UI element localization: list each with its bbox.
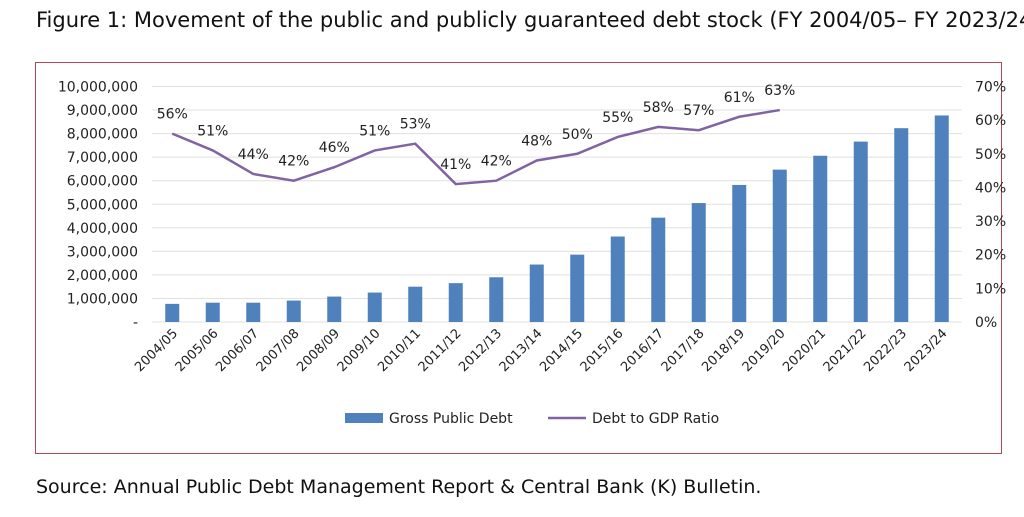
x-tick-label: 2012/13 (456, 326, 505, 375)
bar (205, 302, 220, 322)
bar (570, 254, 585, 322)
bar (529, 264, 544, 322)
ratio-line (171, 108, 780, 186)
data-label: 63% (764, 83, 795, 99)
bar (367, 292, 382, 322)
left-tick-label: 2,000,000 (67, 268, 138, 284)
bar (165, 303, 180, 322)
legend-label: Gross Public Debt (389, 411, 513, 427)
data-label: 61% (724, 90, 755, 106)
bar (934, 115, 949, 323)
bar (286, 300, 301, 322)
x-tick-label: 2011/12 (416, 326, 465, 375)
bar (853, 141, 868, 322)
bar (610, 236, 625, 322)
right-tick-label: 20% (975, 248, 1006, 264)
x-tick-label: 2006/07 (213, 326, 262, 375)
legend-bar-swatch (345, 413, 383, 423)
x-tick-label: 2015/16 (578, 326, 627, 375)
bar (489, 277, 504, 322)
right-tick-label: 30% (975, 214, 1006, 230)
x-tick-label: 2007/08 (254, 326, 303, 375)
x-tick-label: 2019/20 (740, 326, 789, 375)
data-label: 56% (157, 107, 188, 123)
data-label: 51% (197, 123, 228, 139)
x-tick-label: 2023/24 (902, 326, 951, 375)
right-tick-label: 60% (975, 113, 1006, 129)
bar (246, 302, 261, 322)
data-label: 58% (643, 100, 674, 116)
left-tick-label: 8,000,000 (67, 127, 138, 143)
bar (448, 283, 463, 322)
data-label: 44% (238, 147, 269, 163)
bar (408, 286, 423, 322)
x-tick-label: 2013/14 (497, 326, 546, 375)
data-label: 42% (481, 154, 512, 170)
x-tick-label: 2016/17 (618, 326, 667, 375)
data-label: 42% (278, 154, 309, 170)
left-tick-label: 6,000,000 (67, 174, 138, 190)
x-tick-label: 2021/22 (821, 326, 870, 375)
data-label: 41% (440, 157, 471, 173)
x-tick-label: 2004/05 (132, 326, 181, 375)
left-tick-label: 7,000,000 (67, 150, 138, 166)
left-tick-label: 5,000,000 (67, 197, 138, 213)
data-label: 55% (602, 110, 633, 126)
x-tick-label: 2018/19 (699, 326, 748, 375)
bar (651, 217, 666, 322)
right-tick-label: 50% (975, 147, 1006, 163)
legend-label: Debt to GDP Ratio (592, 411, 719, 427)
bar (772, 169, 787, 322)
x-tick-label: 2008/09 (294, 326, 343, 375)
bar (813, 155, 828, 322)
x-tick-label: 2022/23 (861, 326, 910, 375)
left-tick-label: 10,000,000 (58, 80, 138, 96)
x-tick-label: 2014/15 (537, 326, 586, 375)
x-tick-label: 2005/06 (173, 326, 222, 375)
right-tick-label: 0% (975, 315, 997, 331)
left-tick-label: 1,000,000 (67, 291, 138, 307)
left-tick-label: 4,000,000 (67, 221, 138, 237)
data-label: 57% (683, 103, 714, 119)
source-note: Source: Annual Public Debt Management Re… (36, 476, 762, 498)
x-tick-label: 2020/21 (780, 326, 829, 375)
data-label: 48% (521, 134, 552, 150)
data-label: 46% (319, 140, 350, 156)
left-tick-label: 9,000,000 (67, 103, 138, 119)
left-tick-label: 3,000,000 (67, 244, 138, 260)
bar (732, 184, 747, 322)
data-label: 50% (562, 127, 593, 143)
bar (327, 296, 342, 322)
x-tick-label: 2010/11 (375, 326, 424, 375)
x-tick-label: 2017/18 (659, 326, 708, 375)
bar (691, 203, 706, 322)
figure-title: Figure 1: Movement of the public and pub… (36, 8, 1024, 32)
chart-frame (35, 62, 1002, 454)
left-tick-label: - (133, 315, 138, 331)
right-tick-label: 10% (975, 281, 1006, 297)
data-label: 53% (400, 117, 431, 133)
x-tick-label: 2009/10 (335, 326, 384, 375)
bar (894, 128, 909, 322)
data-label: 51% (359, 123, 390, 139)
right-tick-label: 40% (975, 180, 1006, 196)
right-tick-label: 70% (975, 80, 1006, 96)
